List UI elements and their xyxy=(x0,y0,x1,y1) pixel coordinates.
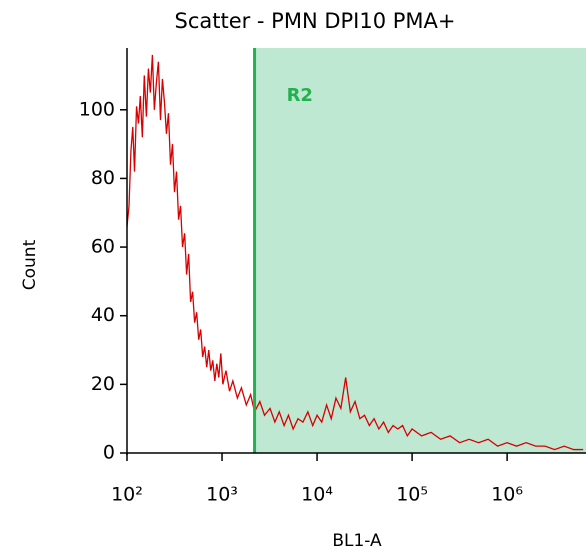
gate-label: R2 xyxy=(287,85,313,106)
y-tick-label: 40 xyxy=(91,304,115,326)
x-tick-label: 10⁶ xyxy=(491,484,523,506)
histogram-line xyxy=(126,54,584,451)
plot-area xyxy=(126,48,586,453)
y-tick-label: 100 xyxy=(79,98,115,120)
y-tick-label: 60 xyxy=(91,236,115,258)
y-tick-label: 80 xyxy=(91,167,115,189)
x-tick-label: 10² xyxy=(111,484,143,506)
x-axis-label: BL1-A xyxy=(332,531,382,551)
x-tick-label: 10⁵ xyxy=(396,484,428,506)
gate-region xyxy=(254,48,586,453)
x-tick-label: 10⁴ xyxy=(301,484,333,506)
y-tick-label: 0 xyxy=(103,442,115,464)
y-tick-label: 20 xyxy=(91,373,115,395)
y-axis-label: Count xyxy=(20,239,40,290)
x-tick-label: 10³ xyxy=(206,484,238,506)
chart-title: Scatter - PMN DPI10 PMA+ xyxy=(174,9,455,33)
